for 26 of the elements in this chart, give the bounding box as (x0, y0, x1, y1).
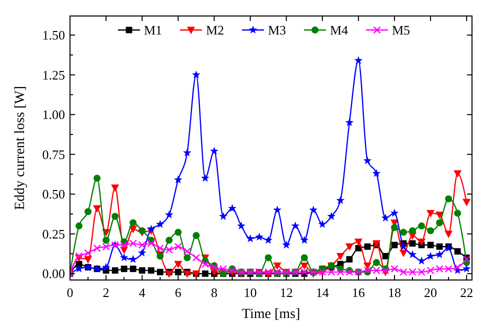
y-tick-label: 1.25 (42, 67, 65, 82)
legend-label: M1 (144, 22, 162, 38)
x-tick-label: 18 (388, 285, 401, 300)
legend-label: M5 (392, 22, 410, 38)
x-tick-label: 2 (102, 285, 110, 300)
x-tick-label: 10 (244, 285, 257, 300)
legend-label: M3 (268, 22, 286, 38)
x-tick-label: 0 (66, 285, 74, 300)
y-tick-label: 0.00 (42, 266, 65, 282)
x-tick-label: 16 (352, 285, 366, 300)
x-axis-title: Time [ms] (242, 307, 300, 322)
y-tick-label: 1.00 (42, 107, 65, 122)
y-tick-label: 0.25 (42, 226, 65, 242)
y-tick-label: 1.50 (42, 28, 65, 43)
y-axis-title: Eddy current loss [W] (13, 86, 28, 210)
legend-label: M4 (330, 22, 349, 38)
x-tick-label: 20 (424, 285, 438, 300)
x-tick-label: 12 (280, 285, 293, 300)
x-tick-label: 4 (138, 285, 146, 300)
x-tick-label: 14 (316, 285, 330, 300)
y-tick-label: 0.75 (42, 146, 65, 162)
x-tick-label: 22 (460, 285, 474, 300)
x-tick-label: 6 (174, 285, 182, 300)
y-tick-label: 0.50 (42, 186, 65, 202)
x-tick-label: 8 (210, 285, 218, 300)
legend-label: M2 (206, 22, 224, 38)
